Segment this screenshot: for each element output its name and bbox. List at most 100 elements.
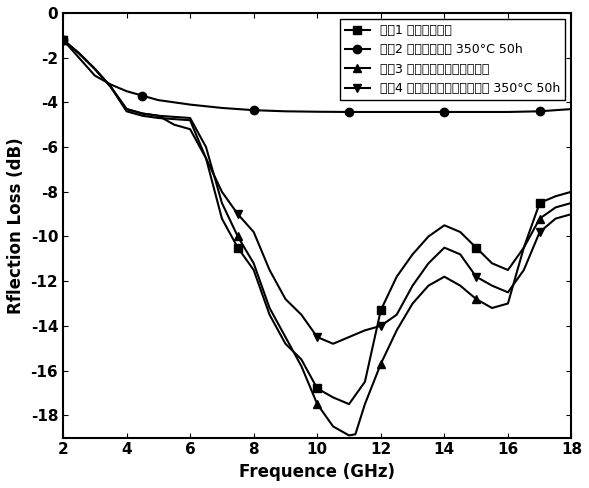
试朷3 氧化铝包覆罰基铁粉涂层 (409, 301, 416, 306)
试朷2 罰基铁粉涂层 350°C 50h (282, 108, 289, 114)
试朷4 氧化铝包覆罰基铁粉涂层 350°C 50h (568, 211, 575, 217)
试朷4 氧化铝包覆罰基铁粉涂层 350°C 50h (266, 267, 273, 273)
试朷4 氧化铝包覆罰基铁粉涂层 350°C 50h (123, 106, 130, 112)
试朷1 罰基铁粉涂层 (59, 37, 67, 42)
试朷4 氧化铝包覆罰基铁粉涂层 350°C 50h (425, 261, 432, 266)
试朷3 氧化铝包覆罰基铁粉涂层 (352, 431, 359, 437)
试朷3 氧化铝包覆罰基铁粉涂层 (314, 401, 321, 407)
试朷3 氧化铝包覆罰基铁粉涂层 (91, 66, 98, 72)
试朷1 罰基铁粉涂层 (123, 108, 130, 114)
试朷4 氧化铝包覆罰基铁粉涂层 350°C 50h (472, 274, 479, 280)
Line: 试朷2 罰基铁粉涂层 350°C 50h: 试朷2 罰基铁粉涂层 350°C 50h (59, 36, 575, 116)
试朷4 氧化铝包覆罰基铁粉涂层 350°C 50h (59, 37, 67, 42)
试朷2 罰基铁粉涂层 350°C 50h (378, 109, 385, 115)
试朷2 罰基铁粉涂层 350°C 50h (187, 102, 194, 107)
试朷1 罰基铁粉涂层 (171, 116, 178, 122)
试朷4 氧化铝包覆罰基铁粉涂层 350°C 50h (378, 323, 385, 329)
试朷1 罰基铁粉涂层 (298, 356, 305, 362)
试朷1 罰基铁粉涂层 (187, 117, 194, 123)
试朷1 罰基铁粉涂层 (219, 216, 226, 222)
试朷2 罰基铁粉涂层 350°C 50h (91, 73, 98, 79)
试朷4 氧化铝包覆罰基铁粉涂层 350°C 50h (187, 126, 194, 132)
试朷4 氧化铝包覆罰基铁粉涂层 350°C 50h (155, 113, 162, 119)
试朷3 氧化铝包覆罰基铁粉涂层 (441, 274, 448, 280)
试朷2 罰基铁粉涂层 350°C 50h (472, 109, 479, 115)
试朷3 氧化铝包覆罰基铁粉涂层 (456, 283, 464, 288)
试朷1 罰基铁粉涂层 (409, 251, 416, 257)
试朷3 氧化铝包覆罰基铁粉涂层 (330, 424, 337, 429)
试朷1 罰基铁粉涂层 (346, 401, 353, 407)
试朷3 氧化铝包覆罰基铁粉涂层 (234, 234, 241, 240)
试朷3 氧化铝包覆罰基铁粉涂层 (362, 401, 369, 407)
试朷4 氧化铝包覆罰基铁粉涂层 350°C 50h (250, 229, 257, 235)
试朷1 罰基铁粉涂层 (378, 307, 385, 313)
试朷3 氧化铝包覆罰基铁粉涂层 (250, 261, 257, 266)
试朷3 氧化铝包覆罰基铁粉涂层 (472, 296, 479, 302)
试朷2 罰基铁粉涂层 350°C 50h (75, 55, 82, 61)
试朷3 氧化铝包覆罰基铁粉涂层 (107, 84, 114, 90)
试朷1 罰基铁粉涂层 (250, 267, 257, 273)
试朷3 氧化铝包覆罰基铁粉涂层 (282, 334, 289, 340)
试朷3 氧化铝包覆罰基铁粉涂层 (536, 216, 543, 222)
试朷2 罰基铁粉涂层 350°C 50h (314, 109, 321, 115)
试朷3 氧化铝包覆罰基铁粉涂层 (346, 432, 353, 438)
试朷1 罰基铁粉涂层 (282, 341, 289, 346)
试朷2 罰基铁粉涂层 350°C 50h (536, 108, 543, 114)
试朷4 氧化铝包覆罰基铁粉涂层 350°C 50h (107, 84, 114, 90)
试朷4 氧化铝包覆罰基铁粉涂层 350°C 50h (234, 211, 241, 217)
试朷1 罰基铁粉涂层 (139, 113, 146, 119)
试朷2 罰基铁粉涂层 350°C 50h (568, 106, 575, 112)
试朷4 氧化铝包覆罰基铁粉涂层 350°C 50h (409, 283, 416, 288)
Line: 试朷4 氧化铝包覆罰基铁粉涂层 350°C 50h: 试朷4 氧化铝包覆罰基铁粉涂层 350°C 50h (59, 36, 575, 348)
试朷3 氧化铝包覆罰基铁粉涂层 (155, 113, 162, 119)
试朷1 罰基铁粉涂层 (504, 267, 511, 273)
试朷4 氧化铝包覆罰基铁粉涂层 350°C 50h (171, 122, 178, 128)
试朷2 罰基铁粉涂层 350°C 50h (409, 109, 416, 115)
试朷1 罰基铁粉涂层 (393, 274, 401, 280)
试朷3 氧化铝包覆罰基铁粉涂层 (552, 204, 559, 210)
试朷4 氧化铝包覆罰基铁粉涂层 350°C 50h (504, 289, 511, 295)
试朷2 罰基铁粉涂层 350°C 50h (123, 88, 130, 94)
试朷1 罰基铁粉涂层 (362, 379, 369, 385)
试朷1 罰基铁粉涂层 (568, 189, 575, 195)
试朷2 罰基铁粉涂层 350°C 50h (250, 107, 257, 113)
试朷4 氧化铝包覆罰基铁粉涂层 350°C 50h (219, 189, 226, 195)
试朷3 氧化铝包覆罰基铁粉涂层 (139, 111, 146, 117)
试朷1 罰基铁粉涂层 (234, 244, 241, 250)
试朷3 氧化铝包覆罰基铁粉涂层 (298, 363, 305, 369)
Line: 试朷1 罰基铁粉涂层: 试朷1 罰基铁粉涂层 (59, 36, 575, 408)
试朷2 罰基铁粉涂层 350°C 50h (139, 93, 146, 99)
试朷3 氧化铝包覆罰基铁粉涂层 (266, 305, 273, 311)
X-axis label: Frequence (GHz): Frequence (GHz) (239, 463, 395, 481)
试朷4 氧化铝包覆罰基铁粉涂层 350°C 50h (393, 312, 401, 318)
试朷2 罰基铁粉涂层 350°C 50h (441, 109, 448, 115)
试朷3 氧化铝包覆罰基铁粉涂层 (171, 114, 178, 120)
试朷3 氧化铝包覆罰基铁粉涂层 (219, 200, 226, 206)
试朷1 罰基铁粉涂层 (441, 223, 448, 228)
Line: 试朷3 氧化铝包覆罰基铁粉涂层: 试朷3 氧化铝包覆罰基铁粉涂层 (59, 36, 575, 440)
试朷3 氧化铝包覆罰基铁粉涂层 (123, 106, 130, 112)
试朷4 氧化铝包覆罰基铁粉涂层 350°C 50h (139, 111, 146, 117)
试朷1 罰基铁粉涂层 (91, 66, 98, 72)
试朷4 氧化铝包覆罰基铁粉涂层 350°C 50h (536, 229, 543, 235)
试朷2 罰基铁粉涂层 350°C 50h (155, 97, 162, 103)
试朷4 氧化铝包覆罰基铁粉涂层 350°C 50h (282, 296, 289, 302)
试朷1 罰基铁粉涂层 (425, 234, 432, 240)
试朷4 氧化铝包覆罰基铁粉涂层 350°C 50h (488, 283, 495, 288)
试朷2 罰基铁粉涂层 350°C 50h (59, 37, 67, 42)
试朷3 氧化铝包覆罰基铁粉涂层 (504, 301, 511, 306)
试朷1 罰基铁粉涂层 (75, 50, 82, 56)
试朷1 罰基铁粉涂层 (330, 394, 337, 400)
试朷2 罰基铁粉涂层 350°C 50h (107, 81, 114, 87)
试朷4 氧化铝包覆罰基铁粉涂层 350°C 50h (91, 66, 98, 72)
试朷1 罰基铁粉涂层 (155, 115, 162, 121)
试朷4 氧化铝包覆罰基铁粉涂层 350°C 50h (314, 334, 321, 340)
试朷1 罰基铁粉涂层 (107, 84, 114, 90)
Y-axis label: Rflection Loss (dB): Rflection Loss (dB) (7, 137, 25, 314)
试朷3 氧化铝包覆罰基铁粉涂层 (187, 115, 194, 121)
试朷3 氧化铝包覆罰基铁粉涂层 (488, 305, 495, 311)
试朷4 氧化铝包覆罰基铁粉涂层 350°C 50h (330, 341, 337, 346)
试朷1 罰基铁粉涂层 (266, 312, 273, 318)
试朷3 氧化铝包覆罰基铁粉涂层 (378, 361, 385, 367)
试朷1 罰基铁粉涂层 (520, 244, 527, 250)
